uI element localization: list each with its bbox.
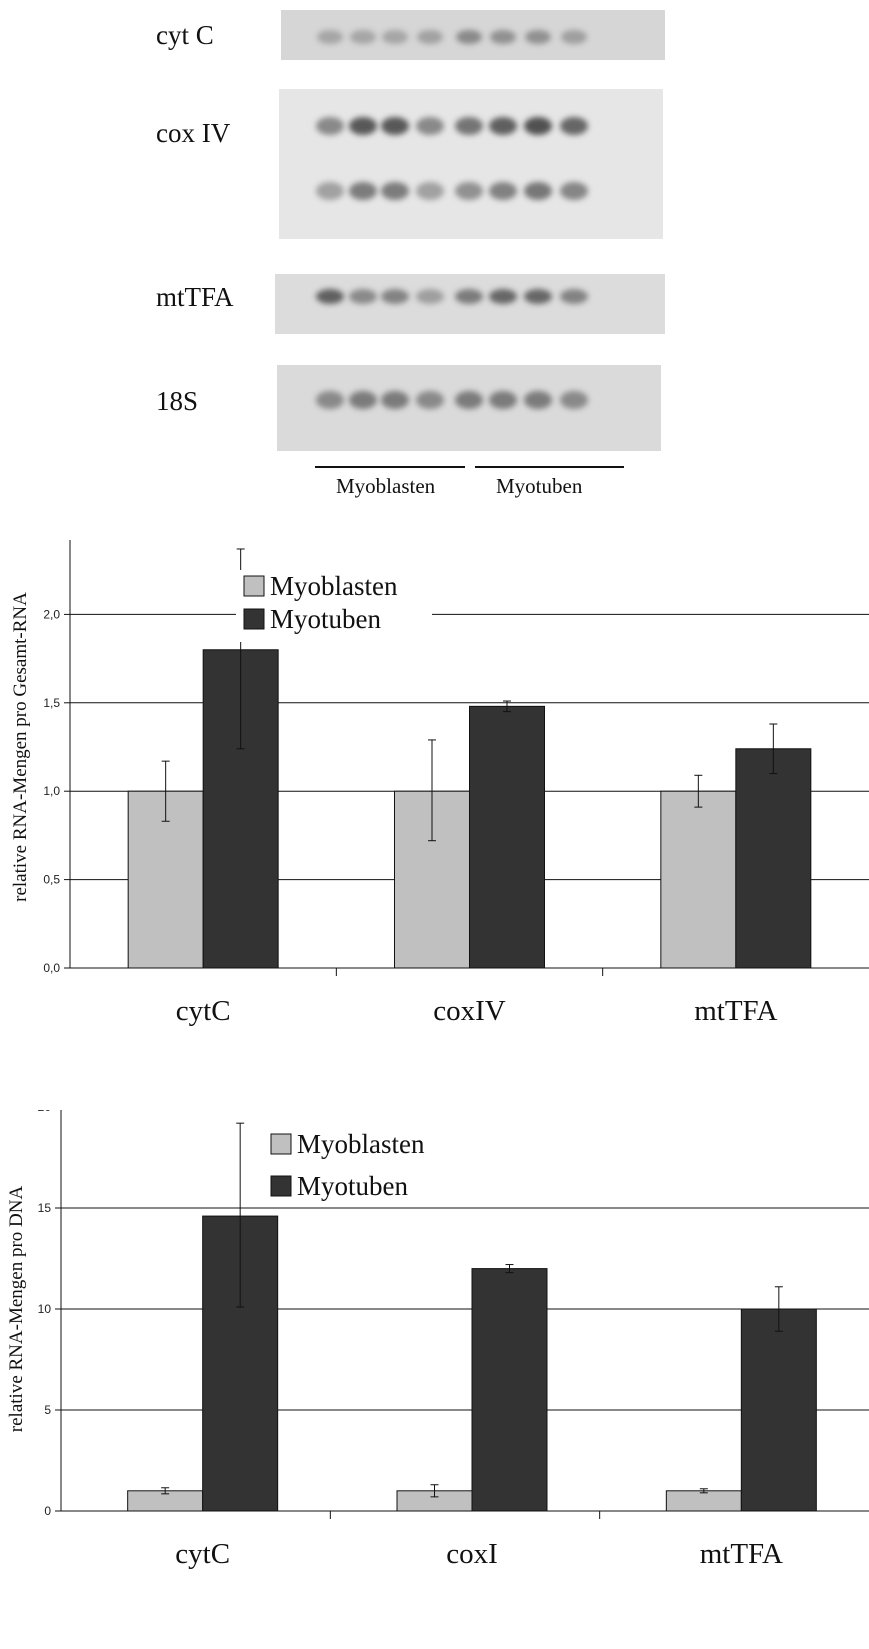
y-tick-label: 0,0 bbox=[43, 961, 60, 975]
blot-band bbox=[490, 30, 516, 44]
blot-label-mttfa: mtTFA bbox=[156, 282, 234, 312]
blot-band bbox=[416, 288, 444, 304]
blot-band bbox=[524, 117, 552, 135]
bar-myotuben bbox=[735, 748, 812, 969]
blot-band bbox=[416, 182, 444, 200]
legend-label-myoblasten: Myoblasten bbox=[297, 1129, 425, 1159]
group-line-myoblasten bbox=[315, 466, 465, 468]
blot-band bbox=[417, 30, 443, 44]
y-tick-label: 10 bbox=[38, 1302, 52, 1316]
blot-label-coxiv: cox IV bbox=[156, 118, 231, 148]
y-tick-label: 5 bbox=[44, 1403, 51, 1417]
blot-band bbox=[455, 182, 483, 200]
blot-label-cytc: cyt C bbox=[156, 20, 214, 50]
bar-myotuben bbox=[740, 1308, 817, 1512]
blot-band bbox=[489, 391, 517, 409]
blot-band bbox=[524, 391, 552, 409]
blot-band bbox=[382, 30, 408, 44]
blot-band bbox=[316, 117, 344, 135]
y-tick-label: 15 bbox=[38, 1201, 52, 1215]
blot-band bbox=[524, 288, 552, 304]
blot-band bbox=[316, 288, 344, 304]
bar-myoblasten bbox=[665, 1490, 742, 1512]
blot-strip-cytc bbox=[281, 10, 665, 60]
x-category-label: coxIV bbox=[433, 995, 506, 1027]
bar-myoblasten bbox=[660, 790, 737, 969]
blot-band bbox=[455, 288, 483, 304]
blot-band bbox=[349, 117, 377, 135]
blot-band bbox=[349, 288, 377, 304]
blot-band bbox=[489, 182, 517, 200]
blot-band bbox=[381, 288, 409, 304]
blot-band bbox=[525, 30, 551, 44]
blot-band bbox=[381, 117, 409, 135]
y-tick-label: 0,5 bbox=[43, 873, 60, 887]
group-label-myotuben: Myotuben bbox=[496, 474, 583, 498]
bar-myotuben bbox=[471, 1268, 548, 1512]
blot-band bbox=[350, 30, 376, 44]
x-category-label: mtTFA bbox=[700, 1538, 783, 1570]
y-axis-label: relative RNA-Mengen pro DNA bbox=[6, 1186, 27, 1433]
blot-band bbox=[560, 288, 588, 304]
blot-band bbox=[560, 182, 588, 200]
legend-swatch-myoblasten bbox=[270, 1133, 292, 1155]
blot-band bbox=[455, 391, 483, 409]
blot-band bbox=[455, 117, 483, 135]
y-tick-label: 1,5 bbox=[43, 696, 60, 710]
blot-band bbox=[381, 182, 409, 200]
group-line-myotuben bbox=[475, 466, 624, 468]
blot-strip-coxiv bbox=[279, 89, 663, 239]
x-category-label: mtTFA bbox=[694, 995, 777, 1027]
group-label-myoblasten: Myoblasten bbox=[336, 474, 436, 498]
x-category-label: coxI bbox=[446, 1538, 498, 1570]
blot-band bbox=[317, 30, 343, 44]
blot-band bbox=[381, 391, 409, 409]
blot-band bbox=[561, 30, 587, 44]
legend-box bbox=[263, 1128, 438, 1200]
blot-strip-18s bbox=[277, 365, 661, 451]
y-tick-label: 2,0 bbox=[43, 607, 60, 621]
y-tick-label: 0 bbox=[44, 1504, 51, 1518]
blot-band bbox=[416, 391, 444, 409]
blot-band bbox=[489, 117, 517, 135]
y-axis-label: relative RNA-Mengen pro Gesamt-RNA bbox=[10, 592, 31, 902]
blot-band bbox=[349, 391, 377, 409]
blot-band bbox=[316, 391, 344, 409]
chart-rna-per-total-rna: 0,00,51,01,52,02,5cytCcoxIVmtTFArelative… bbox=[10, 540, 869, 1027]
blot-label-18s: 18S bbox=[156, 386, 199, 416]
legend-swatch-myotuben bbox=[270, 1175, 292, 1197]
chart-rna-per-dna: 0 5 10 15 20 cytC coxI mtTFA relative RNA-Mengen… bbox=[6, 1110, 869, 1570]
legend-label-myotuben: Myotuben bbox=[270, 604, 381, 634]
legend-label-myotuben: Myotuben bbox=[297, 1171, 408, 1201]
x-category-label: cytC bbox=[176, 995, 231, 1027]
blot-band bbox=[560, 391, 588, 409]
y-tick-label: 20 bbox=[38, 1110, 52, 1114]
legend-swatch-myoblasten bbox=[243, 575, 265, 597]
blot-band bbox=[456, 30, 482, 44]
blot-band bbox=[560, 117, 588, 135]
bar-myotuben bbox=[469, 705, 545, 969]
blot-band bbox=[349, 182, 377, 200]
blot-band bbox=[524, 182, 552, 200]
blot-strip-mttfa bbox=[275, 274, 665, 334]
northern-blot-panel: cyt C cox IV mtTFA 18S Myoblasten Myotub… bbox=[0, 0, 869, 510]
x-category-label: cytC bbox=[175, 1538, 230, 1570]
blot-band bbox=[316, 182, 344, 200]
legend-box bbox=[236, 570, 432, 642]
legend-swatch-myotuben bbox=[243, 608, 265, 630]
legend-label-myoblasten: Myoblasten bbox=[270, 571, 398, 601]
y-tick-label: 1,0 bbox=[43, 784, 60, 798]
blot-band bbox=[489, 288, 517, 304]
blot-band bbox=[416, 117, 444, 135]
